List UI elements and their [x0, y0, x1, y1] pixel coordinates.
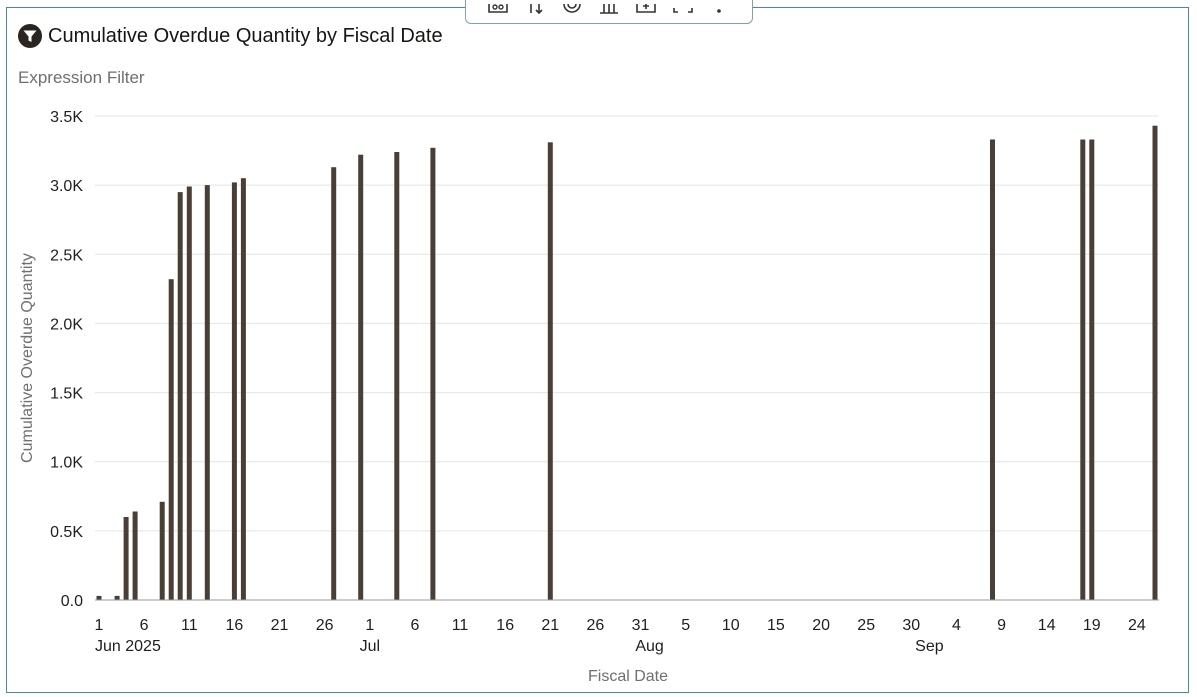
- chart-header: Cumulative Overdue Quantity by Fiscal Da…: [18, 24, 443, 48]
- bar[interactable]: [177, 192, 183, 600]
- x-tick-label: 21: [541, 617, 559, 634]
- bar[interactable]: [114, 595, 120, 600]
- bar[interactable]: [204, 185, 210, 600]
- bar-chart-icon[interactable]: [598, 0, 620, 14]
- x-tick-label: 15: [767, 617, 785, 634]
- bar[interactable]: [430, 147, 436, 601]
- y-tick-label: 3.5K: [50, 109, 83, 126]
- x-tick-label: 6: [410, 617, 419, 634]
- add-icon[interactable]: [635, 0, 657, 14]
- chart-subtitle: Expression Filter: [18, 68, 145, 87]
- y-tick-label: 2.0K: [50, 316, 83, 333]
- x-month-label: Aug: [635, 638, 663, 655]
- bar[interactable]: [123, 517, 129, 600]
- x-tick-label: 30: [902, 617, 920, 634]
- x-tick-label: 11: [452, 617, 469, 634]
- x-tick-label: 20: [812, 617, 830, 634]
- x-tick-label: 16: [226, 617, 244, 634]
- x-tick-label: 31: [632, 617, 650, 634]
- y-axis-title: Cumulative Overdue Quantity: [19, 253, 36, 463]
- x-tick-label: 14: [1038, 617, 1056, 634]
- bar[interactable]: [231, 182, 237, 600]
- y-tick-label: 1.0K: [50, 455, 83, 472]
- x-axis-ticks: 1 6 11 16 21 26 1 6 11 16 21 26 31 5 10 15 20 25 30 4 9 14 19 2…: [95, 617, 1146, 655]
- y-tick-label: 0.5K: [50, 524, 83, 541]
- bar[interactable]: [132, 511, 138, 601]
- x-tick-label: 9: [997, 617, 1006, 634]
- bar[interactable]: [331, 167, 337, 600]
- x-tick-label: 26: [316, 617, 334, 634]
- y-tick-label: 0.0: [61, 593, 83, 610]
- x-tick-label: 6: [140, 617, 149, 634]
- x-tick-label: 26: [587, 617, 605, 634]
- chart-toolbar: [465, 0, 753, 24]
- bar[interactable]: [1089, 139, 1095, 601]
- bar[interactable]: [990, 139, 995, 601]
- x-month-label: Sep: [915, 638, 944, 655]
- x-axis-title: Fiscal Date: [588, 668, 668, 685]
- y-tick-label: 3.0K: [50, 178, 83, 195]
- x-tick-label: 10: [722, 617, 740, 634]
- bar[interactable]: [394, 152, 400, 600]
- x-tick-label: 1: [95, 617, 104, 634]
- bars: [96, 125, 1158, 601]
- chart-title: Cumulative Overdue Quantity by Fiscal Da…: [48, 24, 443, 47]
- bar[interactable]: [1152, 125, 1158, 600]
- bar[interactable]: [186, 186, 192, 601]
- x-tick-label: 24: [1128, 617, 1146, 634]
- x-tick-label: 21: [271, 617, 289, 634]
- x-tick-label: 5: [681, 617, 690, 634]
- filter-icon[interactable]: [18, 24, 42, 48]
- bar[interactable]: [1080, 139, 1086, 601]
- bar[interactable]: [240, 178, 246, 600]
- bar[interactable]: [168, 279, 174, 600]
- y-tick-label: 1.5K: [50, 386, 83, 403]
- x-tick-label: 4: [952, 617, 961, 634]
- target-icon[interactable]: [561, 0, 583, 14]
- y-tick-label: 2.5K: [50, 247, 83, 264]
- bar[interactable]: [547, 142, 553, 601]
- bar[interactable]: [159, 501, 165, 600]
- x-tick-label: 1: [365, 617, 374, 634]
- bar[interactable]: [96, 595, 102, 600]
- x-tick-label: 11: [181, 617, 198, 634]
- x-month-label: Jul: [360, 638, 380, 655]
- sort-icon[interactable]: [524, 0, 546, 14]
- x-tick-label: 25: [857, 617, 875, 634]
- x-month-label: Jun 2025: [95, 638, 161, 655]
- x-tick-label: 16: [496, 617, 514, 634]
- fullscreen-icon[interactable]: [672, 0, 694, 14]
- more-icon[interactable]: [708, 0, 730, 14]
- bar[interactable]: [358, 154, 364, 600]
- grid-lines: [95, 115, 1159, 532]
- map-icon[interactable]: [487, 0, 509, 14]
- x-tick-label: 19: [1083, 617, 1101, 634]
- y-axis-ticks: 0.0 0.5K 1.0K 1.5K 2.0K 2.5K 3.0K 3.5K: [50, 109, 83, 610]
